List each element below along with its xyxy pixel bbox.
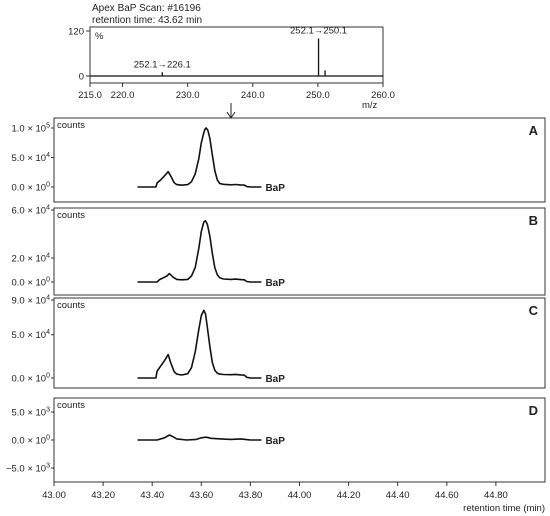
spectrum-x-ticks: 215.0 220.0 230.0 240.0 250.0 260.0 bbox=[78, 83, 395, 101]
series-label: BaP bbox=[265, 278, 285, 289]
panel-frame bbox=[53, 397, 546, 483]
x-tick-label: 44.00 bbox=[288, 490, 312, 501]
panel-ylabel: counts bbox=[57, 210, 85, 221]
panel-y-tick-label: 6.0 × 104 bbox=[11, 205, 50, 217]
spectrum-xlabel: m/z bbox=[362, 100, 378, 111]
x-tick-label: 44.20 bbox=[337, 490, 361, 501]
panel-letter: A bbox=[529, 123, 539, 138]
panel-letter: D bbox=[529, 403, 538, 418]
chromatogram-trace bbox=[137, 127, 262, 188]
x-tick-label: 43.00 bbox=[42, 490, 66, 501]
spectrum-x-tick-label: 220.0 bbox=[111, 90, 135, 101]
spectrum-annotation: 252.1→250.1 bbox=[290, 26, 347, 37]
panel-a: counts A 1.0 × 105 5.0 × 104 0.0 × 100 BaP bbox=[11, 117, 546, 203]
panel-d: counts D 5.0 × 103 0.0 × 100 −5.0 × 103 BaP bbox=[6, 397, 546, 483]
spectrum-y-tick-label: 120 bbox=[68, 27, 84, 38]
spectrum-x-tick-label: 260.0 bbox=[371, 90, 395, 101]
x-tick-label: 44.40 bbox=[386, 490, 410, 501]
series-label: BaP bbox=[265, 183, 285, 194]
x-tick-label: 43.40 bbox=[140, 490, 164, 501]
panel-y-tick-label: 5.0 × 104 bbox=[11, 329, 50, 341]
x-tick-label: 43.20 bbox=[91, 490, 115, 501]
panel-frame bbox=[53, 207, 546, 296]
panel-frame bbox=[53, 297, 546, 389]
apex-arrow-icon bbox=[226, 103, 236, 119]
chromatogram-trace bbox=[137, 220, 262, 283]
panel-y-tick-label: 5.0 × 104 bbox=[11, 152, 50, 164]
spectrum-y-tick-label: 0 bbox=[79, 72, 84, 83]
panel-letter: B bbox=[529, 213, 538, 228]
chromatogram-trace bbox=[137, 434, 262, 441]
panel-y-tick-label: 9.0 × 104 bbox=[11, 295, 50, 307]
panel-c: counts C 9.0 × 104 5.0 × 104 0.0 × 100 BaP bbox=[11, 295, 546, 389]
spectrum-x-tick-label: 215.0 bbox=[78, 90, 102, 101]
spectrum-annotation: 252.1→226.1 bbox=[134, 59, 191, 70]
panel-frame bbox=[53, 117, 546, 203]
panel-letter: C bbox=[529, 303, 539, 318]
panel-y-tick-label: 0.0 × 100 bbox=[11, 373, 50, 385]
panel-y-tick-label: 5.0 × 103 bbox=[11, 407, 50, 419]
chromatogram-trace bbox=[137, 309, 262, 379]
panel-y-tick-label: 0.0 × 100 bbox=[11, 277, 50, 289]
retention-time-x-ticks: 43.00 43.20 43.40 43.60 43.80 44.00 44.20 44.40… bbox=[42, 482, 508, 501]
panel-y-tick-label: 0.0 × 100 bbox=[11, 182, 50, 194]
spectrum-ylabel: % bbox=[95, 31, 104, 42]
spectrum-subtitle: retention time: 43.62 min bbox=[92, 15, 202, 26]
x-tick-label: 44.80 bbox=[484, 490, 508, 501]
retention-time-xlabel: retention time (min) bbox=[463, 503, 545, 514]
x-tick-label: 43.60 bbox=[189, 490, 213, 501]
spectrum-annotations: 252.1→226.1 252.1→250.1 bbox=[134, 26, 347, 71]
spectrum-x-tick-label: 230.0 bbox=[176, 90, 200, 101]
panel-y-tick-label: 1.0 × 105 bbox=[11, 123, 50, 135]
spectrum-x-tick-label: 240.0 bbox=[241, 90, 265, 101]
x-tick-label: 44.60 bbox=[435, 490, 459, 501]
panel-y-tick-label: 0.0 × 100 bbox=[11, 435, 50, 447]
spectrum-bars bbox=[90, 38, 383, 77]
panel-y-tick-label: −5.0 × 103 bbox=[6, 463, 50, 475]
series-label: BaP bbox=[265, 436, 285, 447]
spectrum-y-ticks: 120 0 bbox=[68, 27, 90, 83]
panel-ylabel: counts bbox=[57, 120, 85, 131]
spectrum-x-tick-label: 250.0 bbox=[306, 90, 330, 101]
panel-y-tick-label: 2.0 × 104 bbox=[11, 253, 50, 265]
panel-b: counts B 6.0 × 104 2.0 × 104 0.0 × 100 BaP bbox=[11, 205, 546, 296]
panel-ylabel: counts bbox=[57, 400, 85, 411]
spectrum-title: Apex BaP Scan: #16196 bbox=[92, 3, 201, 14]
series-label: BaP bbox=[265, 374, 285, 385]
panel-ylabel: counts bbox=[57, 300, 85, 311]
spectrum-plot-frame bbox=[89, 26, 384, 84]
x-tick-label: 43.80 bbox=[239, 490, 263, 501]
